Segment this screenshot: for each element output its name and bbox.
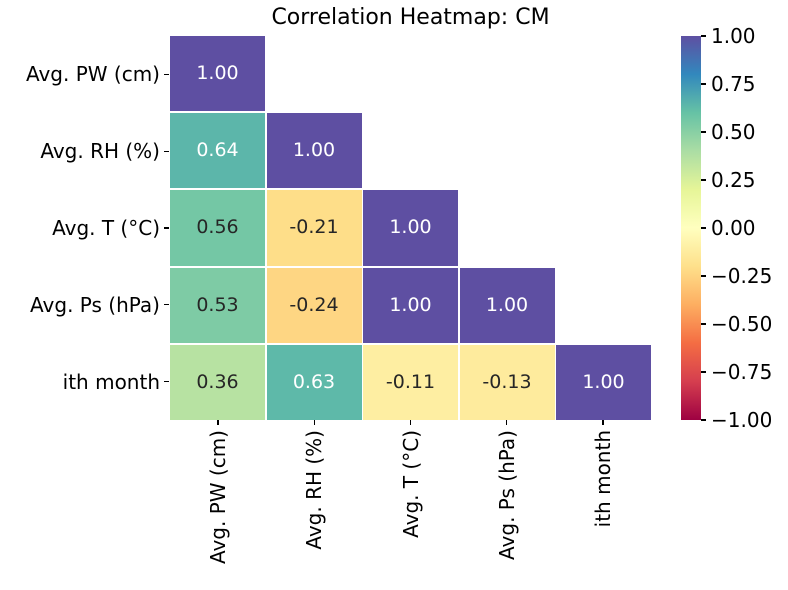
colorbar-tick-mark	[701, 35, 706, 37]
y-tick-mark	[164, 227, 169, 229]
x-tick-label: Avg. T (°C)	[398, 430, 423, 538]
colorbar-tick-mark	[701, 275, 706, 277]
colorbar-tick-mark	[701, 131, 706, 133]
heatmap-cell-masked	[460, 113, 555, 188]
colorbar-tick-label: 1.00	[711, 24, 756, 48]
heatmap-cell-masked	[363, 36, 458, 111]
heatmap-cell-masked	[556, 36, 651, 111]
heatmap-cell: 1.00	[459, 267, 555, 343]
colorbar-tick-label: −0.50	[711, 312, 773, 336]
chart-title: Correlation Heatmap: CM	[271, 5, 550, 30]
colorbar-tick-mark	[701, 227, 706, 229]
colorbar-tick-mark	[701, 83, 706, 85]
heatmap-cell: 0.64	[170, 113, 265, 189]
heatmap-cell: 0.56	[170, 190, 265, 266]
colorbar-tick-label: −0.75	[711, 360, 773, 384]
heatmap-cell: -0.11	[363, 344, 458, 420]
heatmap-cell-masked	[556, 113, 651, 188]
colorbar-tick-mark	[701, 419, 706, 421]
colorbar-tick-mark	[701, 371, 706, 373]
colorbar-gradient	[681, 36, 701, 420]
heatmap-cell: 1.00	[363, 190, 458, 266]
heatmap-cell: 0.53	[170, 267, 265, 343]
x-tick-label: Avg. Ps (hPa)	[494, 430, 519, 560]
y-tick-mark	[164, 150, 169, 152]
heatmap: 1.00 0.64 1.00 0.56 -0.21 1.00 0.53 -0.24 1.00 1.…	[170, 36, 651, 420]
y-tick-mark	[164, 380, 169, 383]
heatmap-cell-masked	[556, 190, 651, 265]
x-tick-mark	[313, 420, 315, 425]
y-tick-label: Avg. PW (cm)	[25, 62, 160, 87]
x-tick-label: Avg. PW (cm)	[206, 430, 231, 565]
colorbar-tick-label: 0.75	[711, 72, 756, 96]
heatmap-cell: 1.00	[363, 267, 458, 343]
colorbar-tick-mark	[701, 179, 706, 181]
heatmap-cell-masked	[363, 113, 458, 188]
heatmap-cell: -0.13	[459, 344, 555, 420]
colorbar-tick-label: 0.50	[711, 120, 756, 144]
heatmap-cell-masked	[460, 36, 555, 111]
x-tick-label: Avg. RH (%)	[302, 430, 327, 550]
heatmap-cell: -0.21	[266, 190, 362, 266]
heatmap-cell: -0.24	[266, 267, 362, 343]
x-tick-mark	[409, 420, 412, 425]
heatmap-cell: 1.00	[170, 36, 265, 112]
x-tick-label: ith month	[590, 430, 615, 528]
x-tick-mark	[602, 420, 604, 425]
heatmap-cell: 1.00	[266, 113, 362, 189]
heatmap-cell-masked	[556, 268, 651, 343]
heatmap-cell-masked	[267, 36, 362, 111]
colorbar-tick-label: −1.00	[711, 408, 773, 432]
y-tick-mark	[164, 304, 169, 306]
colorbar-tick-label: 0.25	[711, 168, 756, 192]
heatmap-cell: 0.63	[266, 344, 362, 420]
heatmap-cell: 0.36	[170, 344, 265, 420]
heatmap-cell-masked	[460, 190, 555, 265]
x-tick-mark	[217, 420, 219, 425]
colorbar-tick-label: 0.00	[711, 216, 756, 240]
x-tick-mark	[506, 420, 508, 425]
y-tick-label: Avg. RH (%)	[40, 139, 160, 164]
y-tick-label: Avg. T (°C)	[52, 216, 160, 240]
y-tick-label: Avg. Ps (hPa)	[30, 292, 160, 317]
y-tick-mark	[164, 73, 169, 76]
colorbar-tick-mark	[701, 323, 706, 325]
y-tick-label: ith month	[62, 369, 160, 394]
colorbar-tick-label: −0.25	[711, 264, 773, 288]
heatmap-cell: 1.00	[556, 344, 651, 420]
